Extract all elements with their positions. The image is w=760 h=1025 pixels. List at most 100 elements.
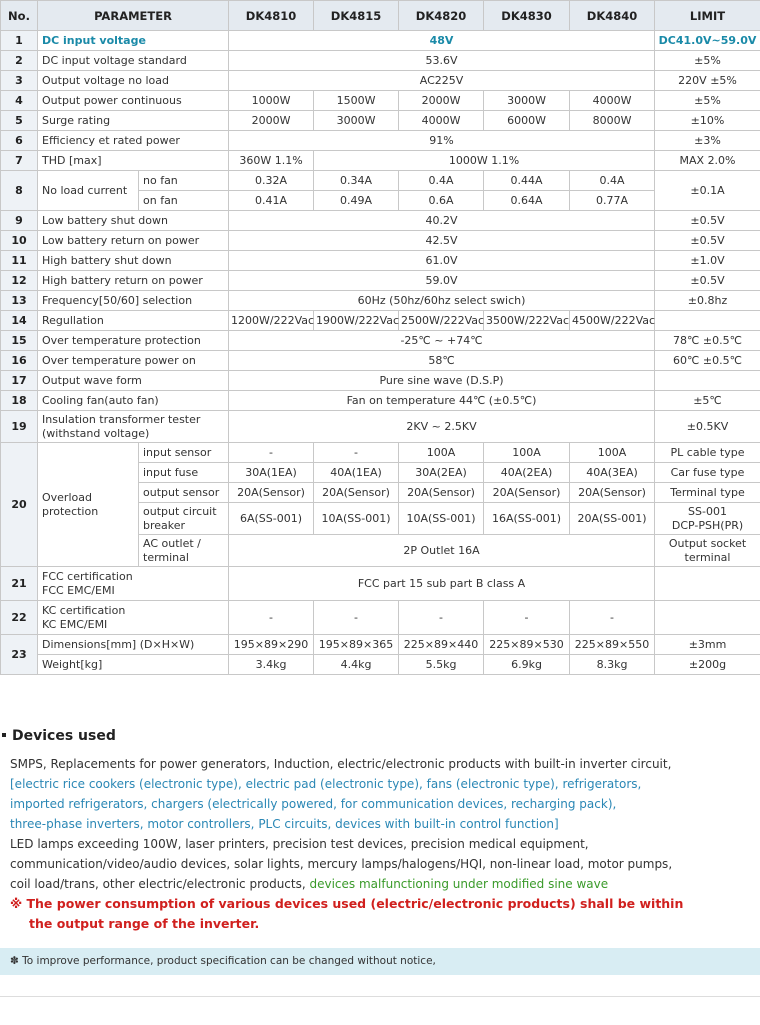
table-row: 22 KC certification KC EMC/EMI - - - - - (0, 600, 760, 635)
cell: 2KV ~ 2.5KV (228, 410, 656, 443)
cell: 3500W/222Vac (483, 310, 571, 331)
cell: 58℃ (228, 350, 656, 371)
text-line: SMPS, Replacements for power generators,… (10, 757, 672, 771)
cell: FCC certification FCC EMC/EMI (36, 566, 230, 601)
cell: ±0.5V (654, 270, 760, 291)
cell: 40.2V (228, 210, 656, 231)
cell: 4.4kg (313, 654, 400, 675)
cell: output sensor (137, 482, 230, 503)
cell: - (228, 442, 315, 463)
cell: 1000W 1.1% (313, 150, 656, 171)
cell: Overload protection (37, 442, 139, 567)
cell: 0.4A (398, 170, 485, 191)
cell: SS-001 DCP-PSH(PR) (654, 502, 760, 535)
warning-line: ※ The power consumption of various devic… (10, 896, 684, 911)
cell: Fan on temperature 44℃ (±0.5℃) (228, 390, 656, 411)
cell: - (398, 600, 485, 635)
table-row: 20 Overload protection input sensor - -100A 1… (0, 442, 760, 567)
cell: Output wave form (36, 370, 230, 391)
cell: 20A(SS-001) (569, 502, 656, 535)
cell: 22 (0, 600, 38, 635)
cell: 59.0V (228, 270, 656, 291)
cell: Insulation transformer tester (withstand… (36, 410, 230, 443)
text-line: three-phase inverters, motor controllers… (10, 817, 559, 831)
cell: 1 (0, 30, 38, 51)
cell: -25℃ ~ +74℃ (228, 330, 656, 351)
table-row: 15 Over temperature protection -25℃ ~ +74℃… (0, 330, 760, 351)
cell: FCC part 15 sub part B class A (228, 566, 656, 601)
cell: input fuse (137, 462, 230, 483)
cell: 30A(1EA) (228, 462, 315, 483)
cell: 195×89×365 (313, 634, 400, 655)
cell: 20A(Sensor) (228, 482, 315, 503)
cell: THD [max] (36, 150, 230, 171)
cell: AC225V (228, 70, 656, 91)
cell: ±0.5KV (654, 410, 760, 443)
table-row: 6 Efficiency et rated power 91% ±3% (0, 130, 760, 151)
cell: PL cable type (654, 442, 760, 463)
cell: ±0.5V (654, 210, 760, 231)
header-cell: DK4815 (313, 0, 400, 31)
cell: 6A(SS-001) (228, 502, 315, 535)
table-row: on fan 0.41A 0.49A 0.6A 0.64A 0.77A (1, 190, 760, 211)
cell: 100A (569, 442, 656, 463)
table-row: 1 DC input voltage 48V DC41.0V~59.0V (0, 30, 760, 51)
cell: Weight[kg] (36, 654, 230, 675)
cell: - (483, 600, 571, 635)
cell: 6 (0, 130, 38, 151)
text-line: coil load/trans, other electric/electron… (10, 874, 755, 894)
cell: 4500W/222Vac (569, 310, 655, 331)
cell: 8.3kg (569, 654, 656, 675)
cell: - (313, 442, 400, 463)
cell: 18 (0, 390, 38, 411)
cell: 40A(1EA) (313, 462, 400, 483)
cell: 20 (0, 442, 38, 567)
cell: 8 (0, 170, 38, 211)
cell: - (228, 600, 315, 635)
cell: 2 (0, 50, 38, 71)
cell: 21 (0, 566, 38, 601)
cell: 20A(Sensor) (313, 482, 400, 503)
cell: 3000W (483, 90, 571, 111)
table-row: 7 THD [max] 360W 1.1% 1000W 1.1% MAX 2.0% (0, 150, 760, 171)
cell: Regullation (36, 310, 230, 331)
table-row: 14 Regullation 1200W/222Vac 1900W/222Vac 250… (0, 310, 760, 331)
cell: 5 (0, 110, 38, 131)
table-row: 19 Insulation transformer tester (withsta… (0, 410, 760, 443)
cell: Frequency[50/60] selection (36, 290, 230, 311)
cell: input sensor (137, 442, 230, 463)
cell: no fan (137, 170, 230, 191)
cell: AC outlet / terminal (137, 534, 230, 567)
cell: 13 (0, 290, 38, 311)
cell: 10A(SS-001) (398, 502, 485, 535)
cell: 360W 1.1% (228, 150, 315, 171)
table-row: 12 High battery return on power 59.0V ±0.5V (0, 270, 760, 291)
cell: 60℃ ±0.5℃ (654, 350, 760, 371)
cell: 1500W (313, 90, 400, 111)
cell: - (569, 600, 656, 635)
table-row: 13 Frequency[50/60] selection 60Hz (50hz/6… (0, 290, 760, 311)
cell: ±5% (654, 90, 760, 111)
cell: 42.5V (228, 230, 656, 251)
cell: 2000W (228, 110, 315, 131)
table-row: 9 Low battery shut down 40.2V ±0.5V (0, 210, 760, 231)
table-row: 17 Output wave form Pure sine wave (D.S.P) (0, 370, 760, 391)
table-row: 8 No load current no fan 0.32A 0.34A 0.4A 0.44… (0, 170, 760, 211)
cell: Pure sine wave (D.S.P) (228, 370, 656, 391)
cell: ±1.0V (654, 250, 760, 271)
cell: 40A(2EA) (483, 462, 571, 483)
cell (654, 370, 760, 391)
cell: 78℃ ±0.5℃ (654, 330, 760, 351)
cell: 0.44A (483, 170, 571, 191)
cell: 10A(SS-001) (313, 502, 400, 535)
cell: Efficiency et rated power (36, 130, 230, 151)
cell: 100A (483, 442, 571, 463)
cell: 100A (398, 442, 485, 463)
cell: 10 (0, 230, 38, 251)
cell: Output voltage no load (36, 70, 230, 91)
cell: output circuit breaker (137, 502, 230, 535)
cell: 61.0V (228, 250, 656, 271)
cell: 60Hz (50hz/60hz select swich) (228, 290, 656, 311)
table-row: 5 Surge rating 2000W 3000W 4000W 6000W 8000W ±1… (0, 110, 760, 131)
